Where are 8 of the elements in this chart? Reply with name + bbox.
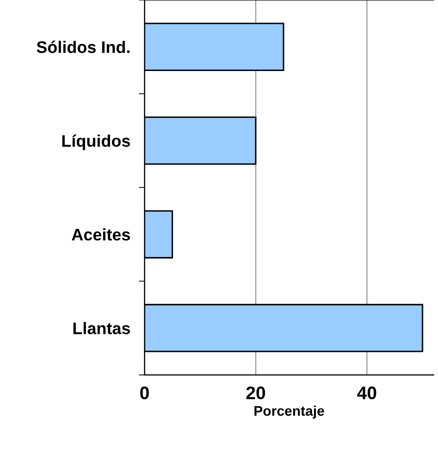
- y-tick-label: Líquidos: [62, 134, 130, 150]
- x-tick-label: 40: [357, 386, 376, 400]
- x-axis-title: Porcentaje: [254, 406, 324, 419]
- y-tick-label: Sólidos Ind.: [36, 40, 130, 54]
- x-tick-label: 0: [140, 386, 149, 400]
- x-tick-label: 20: [246, 386, 266, 400]
- y-tick-label: Aceites: [72, 228, 130, 241]
- y-tick-label: Llantas: [73, 322, 130, 334]
